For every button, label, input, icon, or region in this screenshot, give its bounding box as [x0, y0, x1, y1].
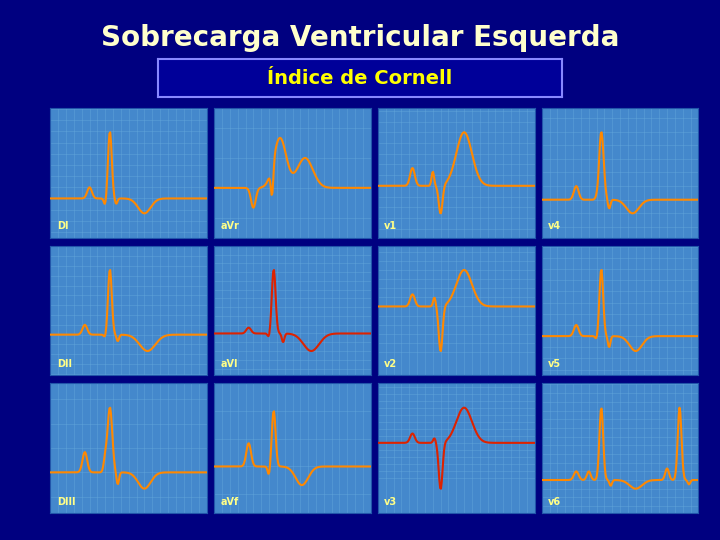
Text: v6: v6: [548, 496, 561, 507]
Text: DIII: DIII: [57, 496, 75, 507]
Text: DI: DI: [57, 221, 68, 231]
Text: aVr: aVr: [220, 221, 239, 231]
Text: aVf: aVf: [220, 496, 239, 507]
Text: v3: v3: [384, 496, 397, 507]
Text: Índice de Cornell: Índice de Cornell: [267, 69, 453, 88]
Text: v1: v1: [384, 221, 397, 231]
Text: v5: v5: [548, 359, 561, 369]
Text: aVl: aVl: [220, 359, 238, 369]
Text: DII: DII: [57, 359, 72, 369]
Text: Sobrecarga Ventricular Esquerda: Sobrecarga Ventricular Esquerda: [101, 24, 619, 52]
Text: v2: v2: [384, 359, 397, 369]
Text: v4: v4: [548, 221, 561, 231]
